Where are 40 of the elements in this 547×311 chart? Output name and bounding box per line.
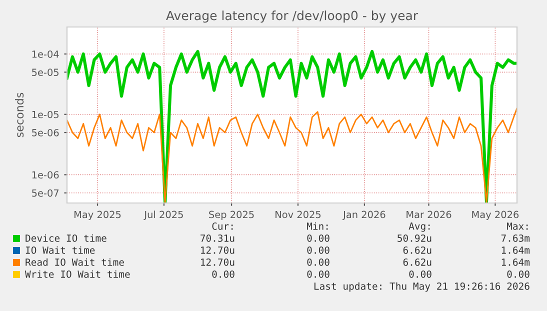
- y-tick-label: 1e-05: [32, 110, 59, 118]
- chart-title: Average latency for /dev/loop0 - by year: [166, 10, 418, 23]
- text: 0.00: [507, 270, 530, 278]
- text: Last update: Thu May 21 19:26:16 2026: [314, 282, 530, 292]
- text: Max:: [506, 222, 528, 230]
- text: 7.63m: [501, 234, 530, 242]
- legend-label: Device IO time: [26, 234, 106, 242]
- y-tick-label: 5e-07: [32, 189, 59, 197]
- text: Cur:: [212, 222, 233, 230]
- text: 6.62u: [403, 258, 432, 266]
- text: 0.00: [409, 270, 432, 278]
- y-axis-title: seconds: [15, 92, 24, 138]
- text: 50.92u: [398, 234, 432, 242]
- text: 0.00: [307, 246, 330, 254]
- x-tick-label: Jul 2025: [144, 210, 183, 220]
- x-tick-label: Mar 2026: [406, 210, 452, 218]
- legend-label: Write IO Wait time: [25, 270, 130, 278]
- text: 70.31u: [200, 234, 234, 242]
- text: 6.62u: [403, 246, 432, 254]
- y-tick-label: 1e-06: [32, 171, 59, 179]
- text: 0.00: [307, 234, 330, 242]
- x-tick-label: Nov 2025: [276, 210, 321, 218]
- text: 0.00: [212, 270, 234, 278]
- text: 12.70u: [201, 246, 234, 254]
- y-tick-label: 5e-06: [32, 129, 59, 136]
- text: 0.00: [307, 270, 330, 278]
- y-tick-label: 1e-04: [32, 50, 59, 58]
- x-tick-label: Sep 2025: [209, 210, 254, 220]
- text: 1.64m: [502, 258, 530, 266]
- text: 12.70u: [201, 258, 234, 266]
- text: Min:: [306, 222, 328, 230]
- x-tick-label: May 2026: [472, 210, 519, 220]
- text: 0.00: [307, 258, 330, 266]
- text: Avg:: [408, 222, 430, 232]
- legend-label: IO Wait time: [26, 246, 95, 254]
- x-tick-label: May 2025: [74, 210, 121, 220]
- legend-label: Read IO Wait time: [26, 258, 124, 266]
- text: 1.64m: [502, 246, 530, 254]
- y-tick-label: 5e-05: [32, 68, 59, 76]
- x-tick-label: Jan 2026: [342, 210, 386, 220]
